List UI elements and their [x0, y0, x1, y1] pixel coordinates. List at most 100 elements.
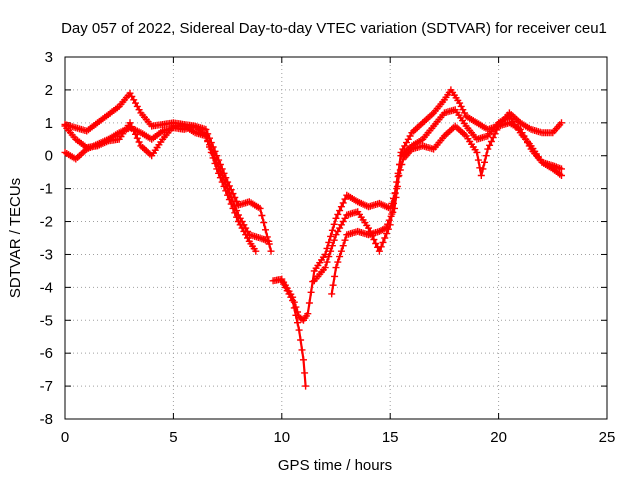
data-point-marker: [202, 132, 210, 140]
data-point-marker: [479, 165, 487, 173]
data-point-marker: [334, 258, 342, 266]
y-tick-label: -4: [40, 279, 53, 296]
data-point-marker: [207, 148, 215, 156]
data-point-marker: [297, 336, 305, 344]
data-point-marker: [396, 166, 404, 174]
data-point-marker: [375, 227, 383, 235]
data-point-marker: [323, 258, 331, 266]
data-point-marker: [375, 247, 383, 255]
x-tick-label: 15: [382, 429, 399, 446]
data-point-marker: [216, 174, 224, 182]
data-point-marker: [305, 299, 313, 307]
data-point-marker: [128, 123, 136, 131]
y-tick-label: -6: [40, 345, 53, 362]
data-point-marker: [493, 126, 501, 134]
data-point-marker: [389, 208, 397, 216]
series-track-4: [269, 86, 565, 324]
data-point-marker: [321, 264, 329, 272]
y-tick-label: 1: [45, 115, 53, 132]
data-point-marker: [477, 172, 485, 179]
data-point-marker: [457, 102, 465, 110]
y-tick-label: -7: [40, 378, 53, 395]
data-point-marker: [456, 99, 464, 107]
data-point-marker: [130, 127, 138, 134]
data-point-marker: [258, 212, 266, 219]
data-point-marker: [486, 141, 494, 149]
data-point-marker: [482, 152, 490, 160]
data-point-marker: [224, 191, 232, 199]
data-point-marker: [227, 200, 235, 208]
y-tick-label: -2: [40, 214, 53, 231]
data-point-marker: [379, 238, 387, 246]
data-point-marker: [330, 220, 338, 228]
grid-lines: [65, 57, 607, 419]
data-point-marker: [300, 356, 307, 364]
data-point-marker: [295, 326, 303, 334]
data-point-marker: [307, 288, 315, 296]
data-point-marker: [209, 154, 217, 162]
data-point-marker: [202, 125, 210, 133]
y-tick-label: 0: [45, 148, 53, 165]
data-point-marker: [294, 319, 301, 327]
y-tick-label: -1: [40, 181, 53, 198]
data-point-marker: [398, 161, 406, 168]
data-point-marker: [126, 119, 134, 127]
data-point-marker: [327, 232, 335, 240]
data-point-marker: [211, 159, 219, 167]
data-point-marker: [220, 182, 228, 190]
data-point-marker: [229, 204, 237, 212]
x-tick-label: 25: [599, 429, 616, 446]
y-tick-label: 2: [45, 82, 53, 99]
data-point-marker: [331, 272, 339, 280]
data-point-marker: [381, 234, 389, 242]
data-point-marker: [491, 130, 499, 138]
data-point-marker: [252, 247, 260, 255]
data-point-marker: [370, 236, 378, 244]
series-track-7: [328, 119, 565, 298]
tick-labels: 0 5 10 15 20 25 -8 -7 -6 -5 -4 -3 -2 -1 0 1 2 3: [40, 49, 616, 446]
data-point-marker: [339, 242, 347, 250]
data-point-marker: [372, 240, 380, 247]
data-point-marker: [302, 382, 310, 390]
data-point-marker: [384, 220, 392, 228]
y-tick-label: 3: [45, 49, 53, 66]
data-point-marker: [133, 134, 141, 142]
data-point-marker: [393, 182, 401, 190]
data-point-marker: [325, 238, 333, 246]
data-point-marker: [332, 214, 340, 222]
data-point-marker: [328, 290, 336, 298]
data-point-marker: [260, 219, 268, 227]
data-point-marker: [387, 212, 395, 220]
data-point-marker: [135, 138, 143, 146]
data-point-marker: [481, 158, 488, 166]
data-point-marker: [473, 148, 481, 156]
plot-frame: [64, 56, 608, 420]
data-point-marker: [323, 244, 331, 252]
data-point-marker: [332, 264, 340, 272]
y-axis-label: SDTVAR / TECUs: [7, 178, 24, 298]
y-tick-label: -8: [40, 411, 53, 428]
data-point-marker: [558, 172, 565, 179]
data-point-marker: [328, 242, 336, 250]
data-point-marker: [334, 210, 342, 218]
data-point-marker: [395, 172, 403, 179]
data-point-marker: [330, 236, 338, 244]
x-axis-label: GPS time / hours: [278, 457, 392, 474]
data-point-marker: [215, 169, 223, 177]
data-point-marker: [256, 204, 264, 212]
y-tick-label: -3: [40, 246, 53, 263]
data-series: [61, 86, 565, 390]
data-point-marker: [233, 213, 241, 221]
data-point-marker: [341, 195, 349, 203]
data-point-marker: [339, 199, 347, 207]
data-point-marker: [337, 247, 345, 255]
data-point-marker: [329, 281, 337, 289]
data-point-marker: [325, 253, 333, 261]
data-point-marker: [476, 164, 484, 172]
y-tick-label: -5: [40, 312, 53, 329]
data-point-marker: [392, 193, 400, 201]
data-point-marker: [222, 187, 230, 195]
x-tick-label: 0: [61, 429, 69, 446]
data-point-marker: [321, 251, 329, 258]
